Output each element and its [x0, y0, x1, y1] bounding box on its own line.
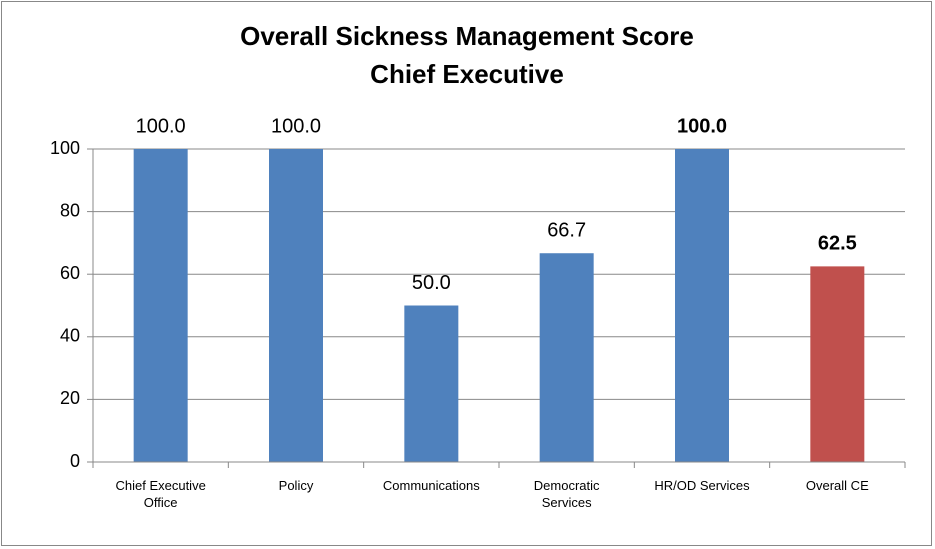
x-tick-label: Overall CE	[805, 478, 869, 493]
bar	[675, 149, 729, 462]
x-tick-label: Policy	[278, 478, 314, 493]
chart-title: Overall Sickness Management Score	[240, 21, 694, 51]
y-tick-label: 40	[60, 326, 80, 346]
value-label: 66.7	[547, 220, 586, 242]
value-label: 100.0	[136, 115, 186, 137]
value-label: 100.0	[271, 115, 321, 137]
x-tick-label: Communications	[382, 478, 480, 493]
y-tick-label: 20	[60, 388, 80, 408]
x-tick-label: Chief Executive Office	[115, 478, 206, 510]
y-tick-label: 0	[70, 451, 80, 471]
y-tick-label: 60	[60, 263, 80, 283]
value-label: 62.5	[818, 233, 857, 255]
x-tick-label: Democratic Services	[533, 478, 600, 510]
value-label: 50.0	[412, 272, 451, 294]
bar	[810, 266, 865, 462]
bar	[133, 149, 188, 462]
bar	[404, 305, 459, 462]
x-tick-label: HR/OD Services	[654, 478, 750, 493]
bar	[269, 149, 323, 462]
y-tick-label: 100	[50, 138, 80, 158]
bar	[539, 253, 594, 462]
y-tick-label: 80	[60, 200, 80, 220]
value-label: 100.0	[677, 115, 727, 137]
chart-subtitle: Chief Executive	[370, 59, 564, 89]
